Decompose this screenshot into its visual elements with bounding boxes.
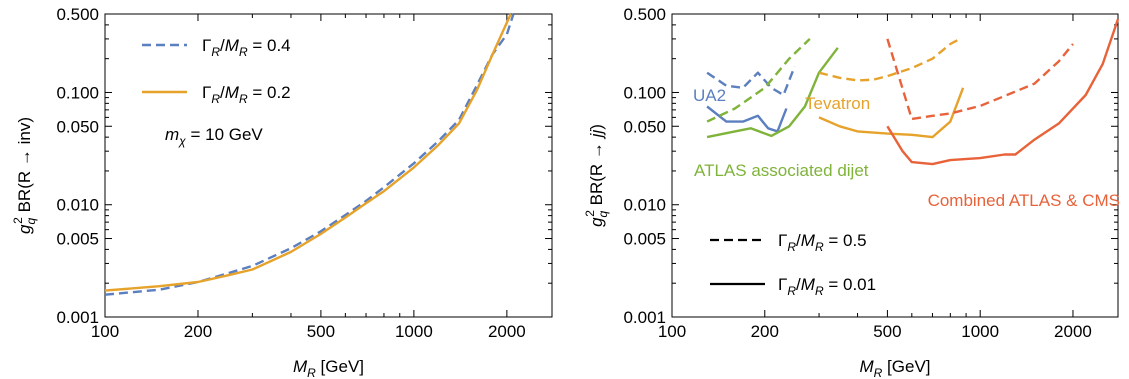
legend-label: ΓR/MR = 0.4 (202, 36, 291, 59)
y-tick-label: 0.100 (623, 83, 666, 102)
y-tick-label: 0.005 (56, 230, 99, 249)
x-tick-label: 100 (91, 322, 119, 341)
y-tick-label: 0.500 (56, 5, 99, 24)
legend-label: ΓR/MR = 0.2 (202, 83, 291, 106)
x-tick-label: 500 (307, 322, 335, 341)
series-line-ua2-dashed (706, 66, 796, 97)
y-tick-label: 0.050 (623, 117, 666, 136)
mass-annotation: mχ = 10 GeV (165, 125, 263, 148)
x-tick-label: 500 (873, 322, 901, 341)
x-tick-label: 1000 (395, 322, 433, 341)
y-tick-label: 0.005 (623, 230, 666, 249)
y-tick-label: 0.500 (623, 5, 666, 24)
x-tick-label: 1000 (961, 322, 999, 341)
annotation-ua2: UA2 (693, 86, 726, 105)
x-tick-label: 2000 (488, 322, 526, 341)
series-group (104, 13, 515, 296)
series-line-tevatron-solid (818, 87, 965, 139)
y-tick-label: 0.001 (623, 308, 666, 327)
series-line-combined-atlas-cms-dashed (886, 38, 1074, 121)
series-line-atlas-associated-dijet-solid (706, 47, 839, 139)
right-chart-panel: 100 200 500 1000 2000 0.001 0.005 0.010 0.050 0.1… (583, 5, 1120, 379)
x-tick-label: 200 (184, 322, 212, 341)
series-line-r-m-r-0-4-dashed (104, 13, 515, 296)
series-line-atlas-associated-dijet-dashed (706, 38, 811, 123)
series-line-tevatron-dashed (818, 37, 961, 82)
annotation-tevatron: Tevatron (805, 94, 870, 113)
x-tick-label: 200 (751, 322, 779, 341)
series-line-r-m-r-0-2-solid (104, 13, 512, 292)
x-axis-title: MR [GeV] (293, 357, 364, 379)
plot-frame (104, 13, 553, 318)
series-line-ua2-solid (706, 105, 788, 133)
legend-label: ΓR/MR = 0.5 (778, 231, 867, 254)
x-axis-title: MR [GeV] (859, 357, 930, 379)
x-tick-label: 2000 (1054, 322, 1092, 341)
plot-frame (671, 13, 1119, 318)
y-tick-label: 0.001 (56, 308, 99, 327)
y-axis-title: gq2 BR(R → inv) (11, 117, 38, 234)
series-group (706, 18, 1120, 166)
x-tick-label: 100 (658, 322, 686, 341)
y-tick-label: 0.010 (56, 196, 99, 215)
annotation-combined-atlas-cms: Combined ATLAS & CMS (928, 191, 1120, 210)
y-axis-title: gq2 BR(R → jj) (583, 124, 610, 227)
annotation-atlas-associated-dijet: ATLAS associated dijet (694, 161, 869, 180)
series-line-combined-atlas-cms-solid (886, 18, 1120, 166)
left-chart-panel: 100 200 500 1000 2000 0.001 0.005 0.010 0.050 0.1… (11, 5, 553, 379)
y-tick-label: 0.010 (623, 196, 666, 215)
y-tick-label: 0.050 (56, 117, 99, 136)
y-tick-label: 0.100 (56, 83, 99, 102)
legend-label: ΓR/MR = 0.01 (778, 275, 876, 298)
